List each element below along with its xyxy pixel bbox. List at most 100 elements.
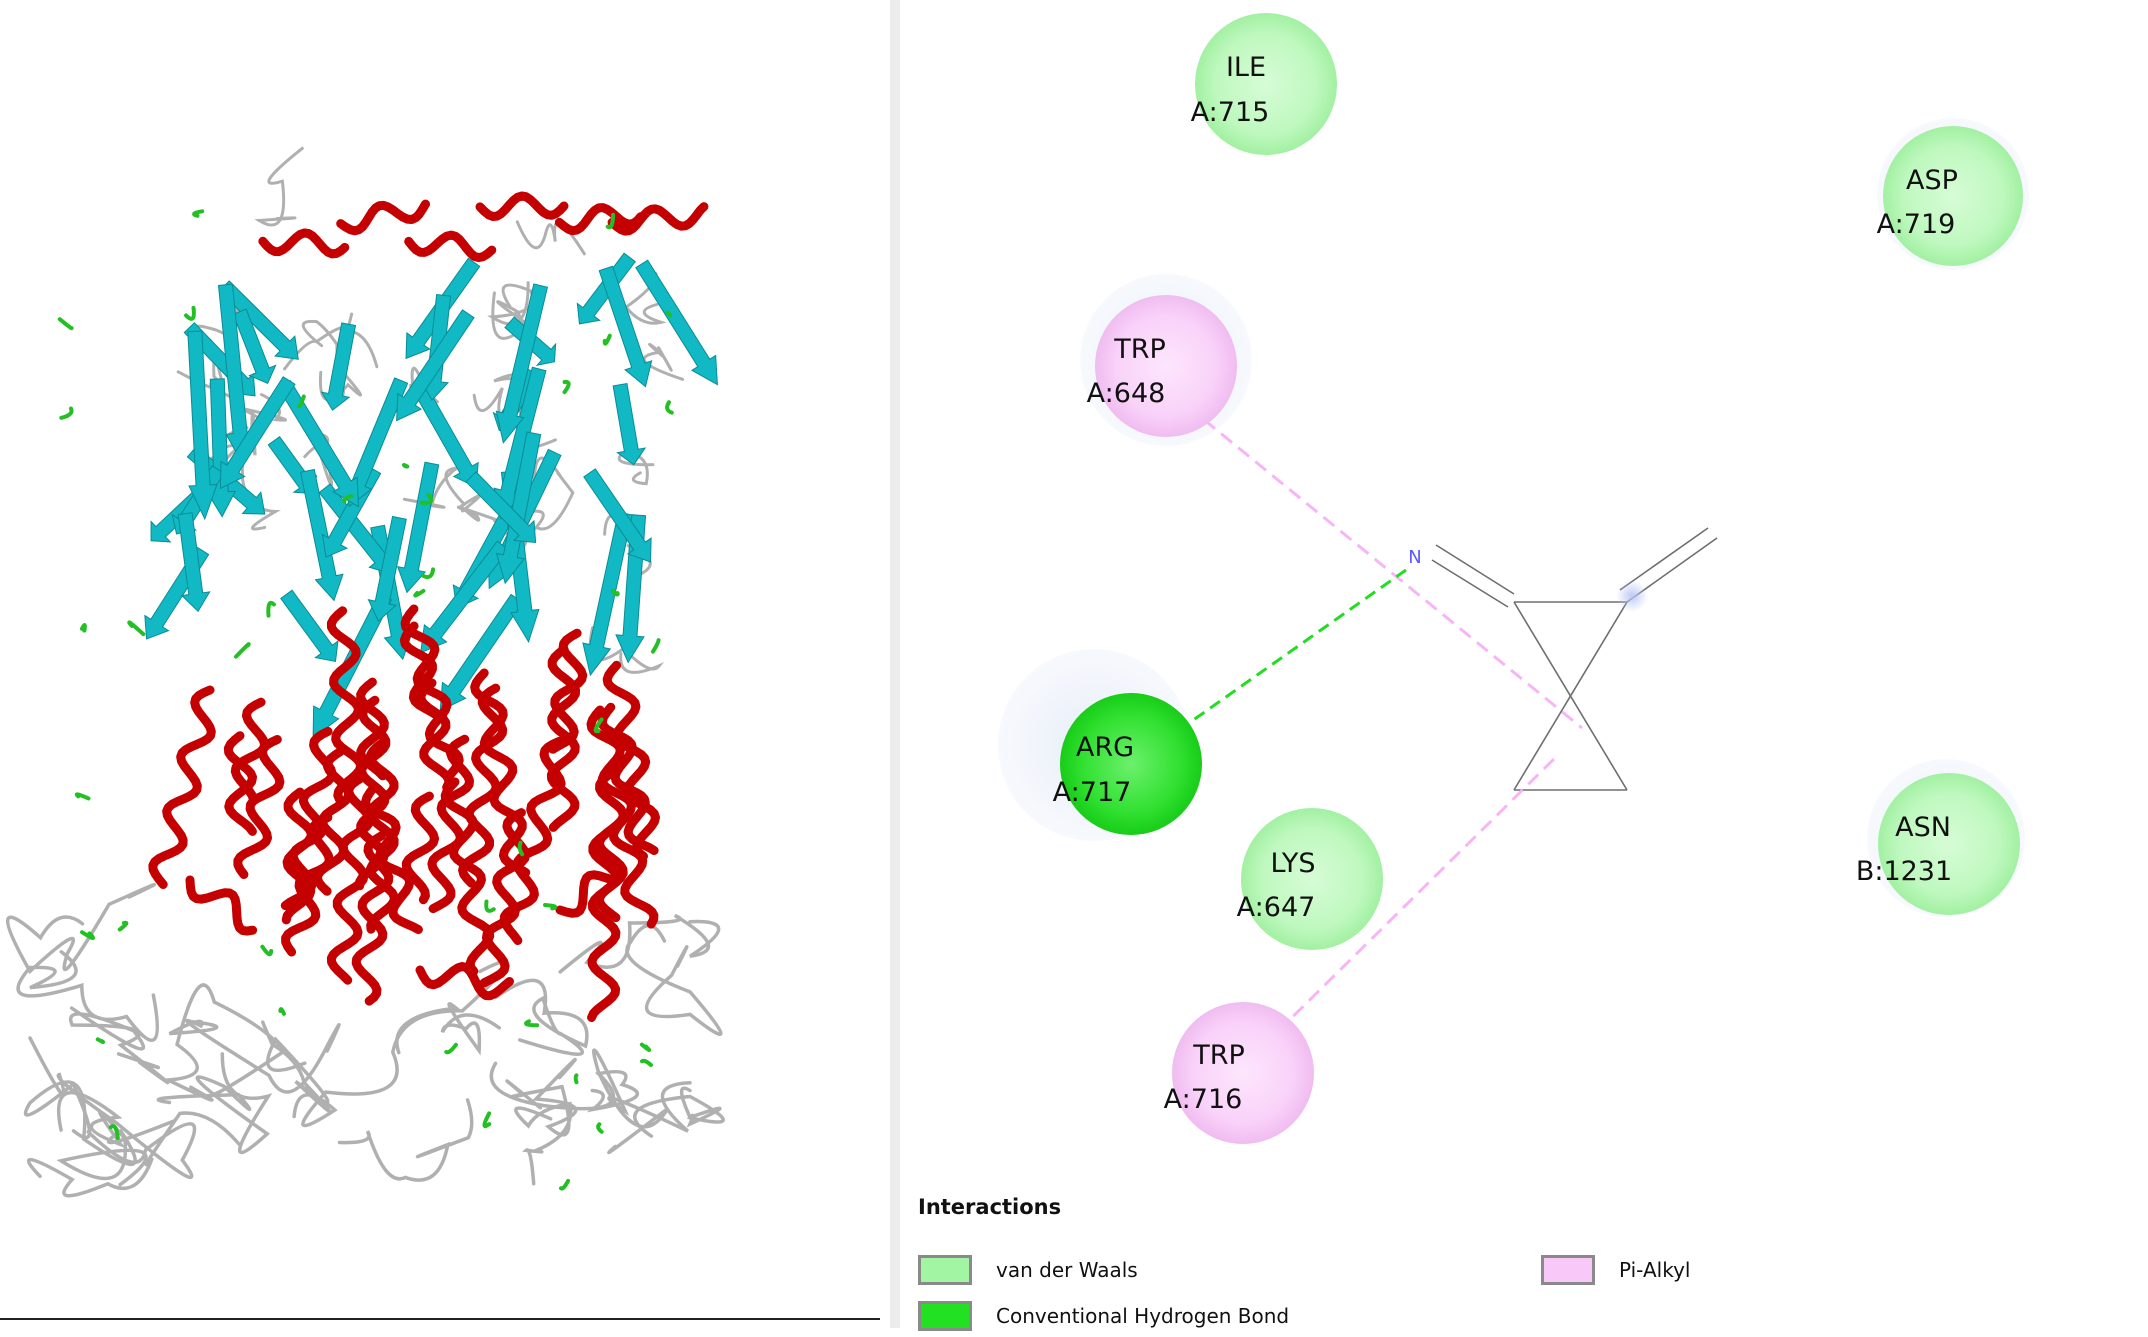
coil-loop	[56, 1091, 148, 1187]
turn-segment	[342, 494, 354, 504]
residue-name: TRP	[1192, 1040, 1245, 1071]
turn-segment	[639, 1058, 653, 1067]
residue-id: A:715	[1191, 97, 1270, 128]
turn-segment	[517, 840, 525, 857]
residue-name: LYS	[1270, 848, 1315, 879]
beta-strand	[187, 330, 218, 521]
coil-loop	[489, 1061, 640, 1113]
beta-strand	[232, 308, 277, 385]
turn-segment	[562, 379, 571, 395]
protein-ribbon-cartoon	[6, 146, 725, 1198]
legend-label: Pi-Alkyl	[1619, 1258, 1691, 1282]
beta-strand	[439, 593, 524, 712]
alpha-helix	[233, 735, 285, 879]
coil-segment	[254, 146, 304, 227]
interaction-diagram-canvas: N ILE A:715 ASP A:719 TRP A:648 ARG A:71…	[998, 13, 2029, 1144]
coil-loop	[16, 950, 160, 1042]
residue-disc	[1060, 693, 1202, 835]
turn-segment	[573, 1073, 579, 1085]
residue-asp-a719[interactable]: ASP A:719	[1877, 126, 2023, 266]
beta-strand	[396, 309, 475, 422]
turn-segment	[402, 463, 410, 469]
turn-segment	[639, 1042, 652, 1053]
coil-loop	[558, 913, 721, 974]
alpha-helix	[595, 768, 628, 923]
turn-segment	[57, 317, 74, 331]
alpha-helix	[415, 962, 514, 1001]
turn-segment	[127, 620, 146, 637]
turn-segment	[108, 1124, 120, 1140]
turn-segment	[444, 1042, 458, 1055]
residue-id: A:717	[1053, 777, 1132, 808]
residue-trp-a716[interactable]: TRP A:716	[1164, 1002, 1314, 1144]
interaction-diagram-2d[interactable]: N ILE A:715 ASP A:719 TRP A:648 ARG A:71…	[900, 0, 2148, 1328]
coil-segment	[491, 291, 530, 340]
alpha-helix	[185, 875, 258, 936]
turn-segment	[413, 588, 426, 598]
alpha-helix	[230, 697, 270, 805]
coil-loop	[493, 978, 589, 1056]
legend-swatch	[918, 1255, 972, 1285]
interactions-legend: Interactions van der Waals Conventional …	[918, 1195, 2118, 1331]
ligand-double-bond	[1431, 559, 1509, 608]
alpha-helix	[148, 685, 216, 889]
alpha-helix	[355, 695, 391, 891]
protein-3d-view[interactable]	[0, 0, 890, 1328]
residue-disc	[1878, 773, 2020, 915]
turn-segment	[117, 920, 129, 932]
residue-name: ARG	[1076, 732, 1134, 763]
alpha-helix	[554, 203, 646, 236]
residue-arg-a717[interactable]: ARG A:717	[1053, 693, 1202, 835]
legend-item-van-der-waals[interactable]: van der Waals	[918, 1255, 1518, 1291]
coil-loop	[592, 1048, 692, 1155]
legend-swatch	[1541, 1255, 1595, 1285]
turn-segment	[184, 305, 196, 321]
residue-name: TRP	[1113, 334, 1166, 365]
beta-strand	[367, 515, 407, 622]
pi-alkyl-line-trp716	[1260, 756, 1557, 1049]
alpha-helix	[458, 683, 508, 888]
turn-segment	[79, 623, 87, 633]
residue-id: A:719	[1877, 209, 1956, 240]
alpha-helix	[440, 777, 495, 976]
alpha-helix	[586, 705, 659, 929]
legend-item-pi-alkyl[interactable]: Pi-Alkyl	[1541, 1255, 1941, 1291]
panel-divider[interactable]	[890, 0, 900, 1328]
turn-segment	[260, 944, 274, 957]
turn-segment	[543, 903, 558, 911]
turn-segment	[593, 717, 604, 734]
turn-segment	[524, 1019, 540, 1028]
residue-lys-a647[interactable]: LYS A:647	[1237, 808, 1383, 950]
turn-segment	[296, 394, 306, 409]
beta-strand	[598, 265, 653, 388]
residue-ile-a715[interactable]: ILE A:715	[1191, 13, 1337, 155]
coil-loop	[337, 1098, 474, 1182]
turn-segment	[558, 1178, 571, 1191]
turn-segment	[484, 899, 496, 913]
coil-loop	[156, 1052, 273, 1155]
alpha-helix	[597, 702, 659, 855]
turn-segment	[419, 492, 434, 505]
alpha-helix	[607, 202, 709, 236]
beta-strand	[219, 376, 296, 490]
alpha-helix	[258, 228, 350, 259]
legend-item-conventional-hydrogen-bond[interactable]: Conventional Hydrogen Bond	[918, 1301, 1518, 1337]
turn-segment	[602, 333, 612, 346]
residue-name: ASN	[1895, 812, 1951, 843]
coil-segment	[617, 451, 655, 486]
turn-segment	[610, 589, 620, 597]
beta-strand	[583, 468, 652, 563]
coil-loop	[28, 1036, 197, 1180]
alpha-helix	[555, 870, 617, 918]
ligand-atom-highlight	[1616, 580, 1648, 612]
ligand-bond	[1513, 601, 1628, 791]
pi-alkyl-line-trp648	[1169, 390, 1583, 730]
residue-asn-b1231[interactable]: ASN B:1231	[1856, 773, 2020, 915]
turn-segment	[421, 567, 436, 580]
ligand-double-bond	[1435, 544, 1515, 595]
residue-trp-a648[interactable]: TRP A:648	[1087, 295, 1237, 437]
residue-id: A:648	[1087, 378, 1166, 409]
beta-strand	[218, 280, 299, 360]
turn-segment	[266, 600, 276, 618]
alpha-helix	[400, 604, 464, 780]
